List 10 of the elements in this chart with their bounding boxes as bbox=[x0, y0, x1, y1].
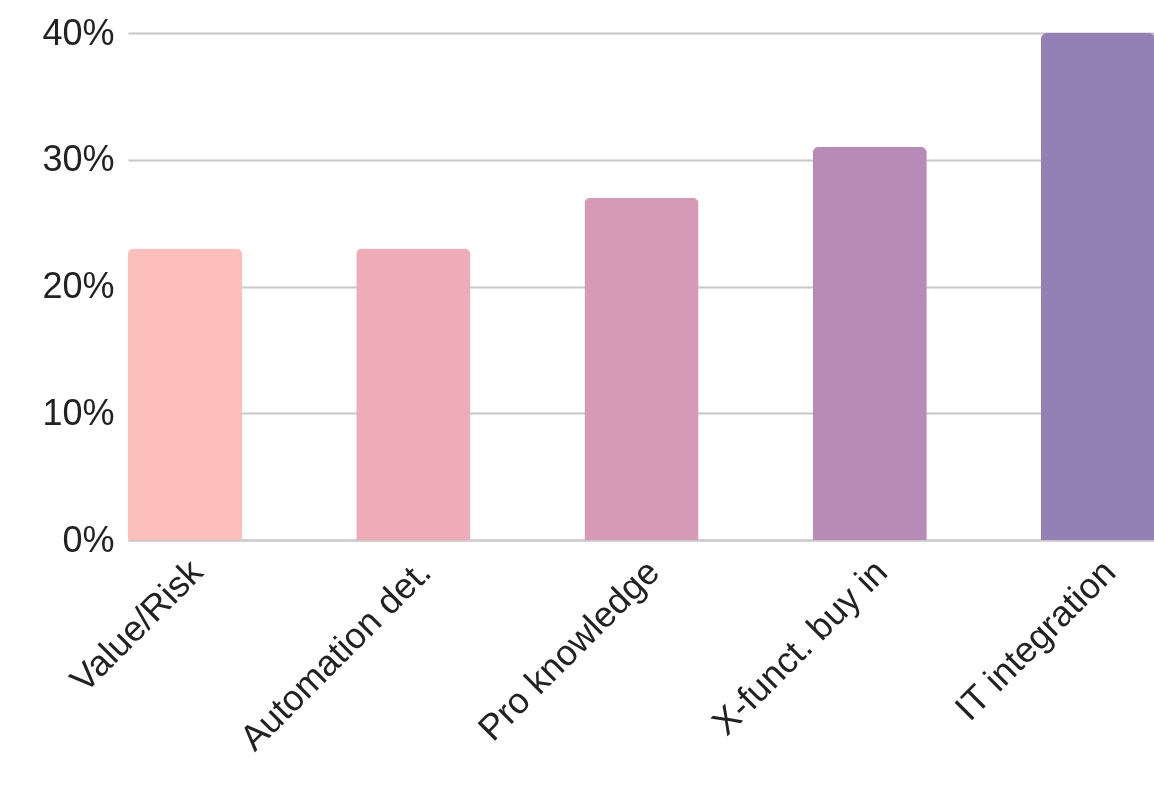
bar bbox=[1040, 33, 1154, 540]
y-tick-label: 0% bbox=[62, 518, 115, 560]
y-tick-label: 30% bbox=[42, 138, 115, 180]
bar bbox=[356, 248, 471, 540]
bar bbox=[584, 197, 699, 540]
bar bbox=[128, 248, 243, 540]
y-tick-label: 40% bbox=[42, 11, 115, 53]
y-tick-label: 10% bbox=[42, 391, 115, 433]
bar bbox=[812, 147, 927, 540]
y-tick-label: 20% bbox=[42, 265, 115, 306]
